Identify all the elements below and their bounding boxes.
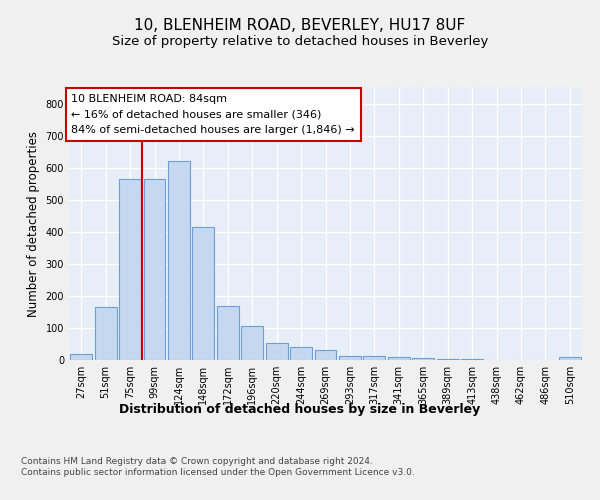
Bar — [143, 179, 166, 360]
Bar — [119, 179, 141, 360]
Bar — [95, 307, 116, 360]
Bar — [388, 358, 410, 360]
Bar — [70, 354, 92, 360]
Bar — [364, 356, 385, 360]
Bar — [339, 356, 361, 360]
Text: 10, BLENHEIM ROAD, BEVERLEY, HU17 8UF: 10, BLENHEIM ROAD, BEVERLEY, HU17 8UF — [134, 18, 466, 32]
Bar — [290, 347, 312, 360]
Bar — [437, 359, 458, 360]
Text: Distribution of detached houses by size in Beverley: Distribution of detached houses by size … — [119, 402, 481, 415]
Bar — [217, 306, 239, 360]
Bar — [193, 227, 214, 360]
Bar — [412, 358, 434, 360]
Bar — [559, 358, 581, 360]
Text: Size of property relative to detached houses in Beverley: Size of property relative to detached ho… — [112, 35, 488, 48]
Bar — [314, 350, 337, 360]
Bar — [266, 344, 287, 360]
Y-axis label: Number of detached properties: Number of detached properties — [27, 130, 40, 317]
Bar — [168, 161, 190, 360]
Bar — [241, 326, 263, 360]
Text: 10 BLENHEIM ROAD: 84sqm
← 16% of detached houses are smaller (346)
84% of semi-d: 10 BLENHEIM ROAD: 84sqm ← 16% of detache… — [71, 94, 355, 135]
Text: Contains HM Land Registry data © Crown copyright and database right 2024.
Contai: Contains HM Land Registry data © Crown c… — [21, 458, 415, 477]
